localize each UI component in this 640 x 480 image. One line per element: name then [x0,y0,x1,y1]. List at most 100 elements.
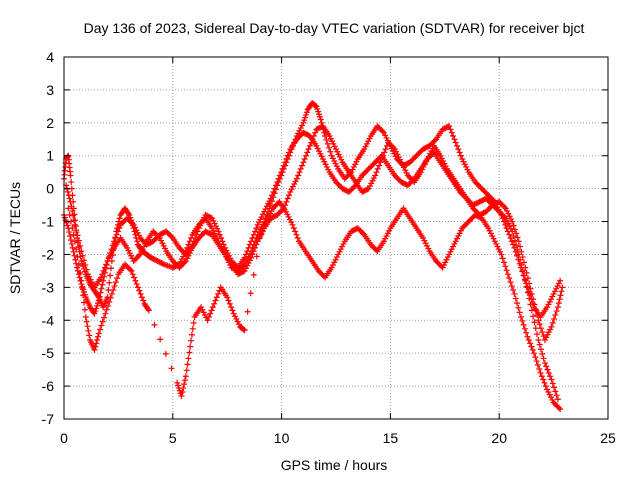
plus-marker [548,323,555,330]
plus-marker [180,248,187,255]
plus-marker [314,125,321,132]
plus-marker [428,148,435,155]
plus-marker [161,229,168,236]
plus-marker [498,251,505,258]
plus-marker [447,248,454,255]
plus-marker [547,296,554,303]
plus-marker [181,259,188,266]
plus-marker [425,153,432,160]
plus-marker [480,209,487,216]
plus-marker [101,314,108,321]
plus-marker [414,151,421,158]
y-tick-label: 0 [46,181,54,197]
plus-marker [332,256,339,263]
plus-marker [534,362,541,369]
plus-marker [82,313,89,320]
x-tick-label: 0 [60,430,68,446]
plus-marker [510,286,517,293]
plus-marker [441,160,448,167]
plus-marker [368,180,375,187]
plus-marker [208,225,215,232]
plus-marker [463,221,470,228]
axis-ticks: 0 5 10 15 20 25 -7 -6 -5 -4 -3 -2 -1 0 1 2 3 4 [42,49,616,446]
plus-marker [464,166,471,173]
plus-marker [152,231,159,238]
plus-marker [207,310,214,317]
plus-marker [513,230,520,237]
plus-marker [263,203,270,210]
plus-marker [124,215,131,222]
plus-marker [489,202,496,209]
plus-marker [103,261,110,268]
plus-marker [544,304,551,311]
plus-marker [115,218,122,225]
plus-marker [402,167,409,174]
plus-marker [156,235,163,241]
plus-marker [369,161,376,168]
plus-marker [370,160,377,167]
plus-marker [100,277,107,284]
plus-marker [99,271,106,278]
plus-marker [382,235,389,242]
plus-marker [417,169,424,176]
plus-marker [265,213,272,220]
plus-marker [158,231,165,238]
plus-marker [472,211,479,218]
plus-marker [423,158,430,165]
plus-marker [275,175,282,182]
plus-marker [382,132,389,139]
plus-marker [338,156,345,163]
plus-marker [429,145,436,152]
plus-marker [448,246,455,253]
plus-marker [212,223,219,230]
plus-marker [532,325,539,332]
plus-marker [106,279,113,286]
plus-marker [501,204,508,211]
plus-marker [151,236,158,243]
plus-marker [404,182,411,189]
plus-marker [493,206,500,213]
plus-marker [374,156,381,163]
x-tick-label: 15 [383,430,399,446]
plus-marker [471,206,478,213]
plus-marker [315,267,322,274]
plus-marker [254,221,261,228]
plus-marker [416,150,423,157]
plus-marker [304,131,311,138]
y-tick-label: -7 [42,411,55,427]
plus-marker [500,212,507,219]
plus-marker [517,313,524,320]
plus-marker [314,105,321,112]
plus-marker [420,235,427,241]
plus-marker [444,254,451,261]
plus-marker [469,214,476,221]
plus-marker [507,279,514,286]
plus-marker [134,229,141,236]
plus-marker [181,250,188,257]
plus-marker [112,235,119,241]
plus-marker [93,340,100,347]
plus-marker [380,238,387,245]
plus-marker [558,288,565,295]
plus-marker [86,273,93,280]
plus-marker [244,256,251,263]
plus-marker [67,236,74,243]
plus-marker [544,331,551,338]
plus-marker [79,260,86,267]
plus-marker [300,119,307,126]
plus-marker [543,334,550,341]
plus-marker [182,258,189,265]
plus-marker [242,265,249,272]
plus-marker [188,337,195,344]
plus-marker [121,217,128,224]
plus-marker [241,261,248,268]
plus-marker [516,309,523,316]
plus-marker [241,254,248,261]
plus-marker [353,158,360,165]
plus-marker [489,233,496,240]
plus-marker [199,231,206,238]
plus-marker [522,264,529,271]
plus-marker [552,312,559,319]
plus-marker [464,219,471,226]
plus-marker [452,139,459,146]
